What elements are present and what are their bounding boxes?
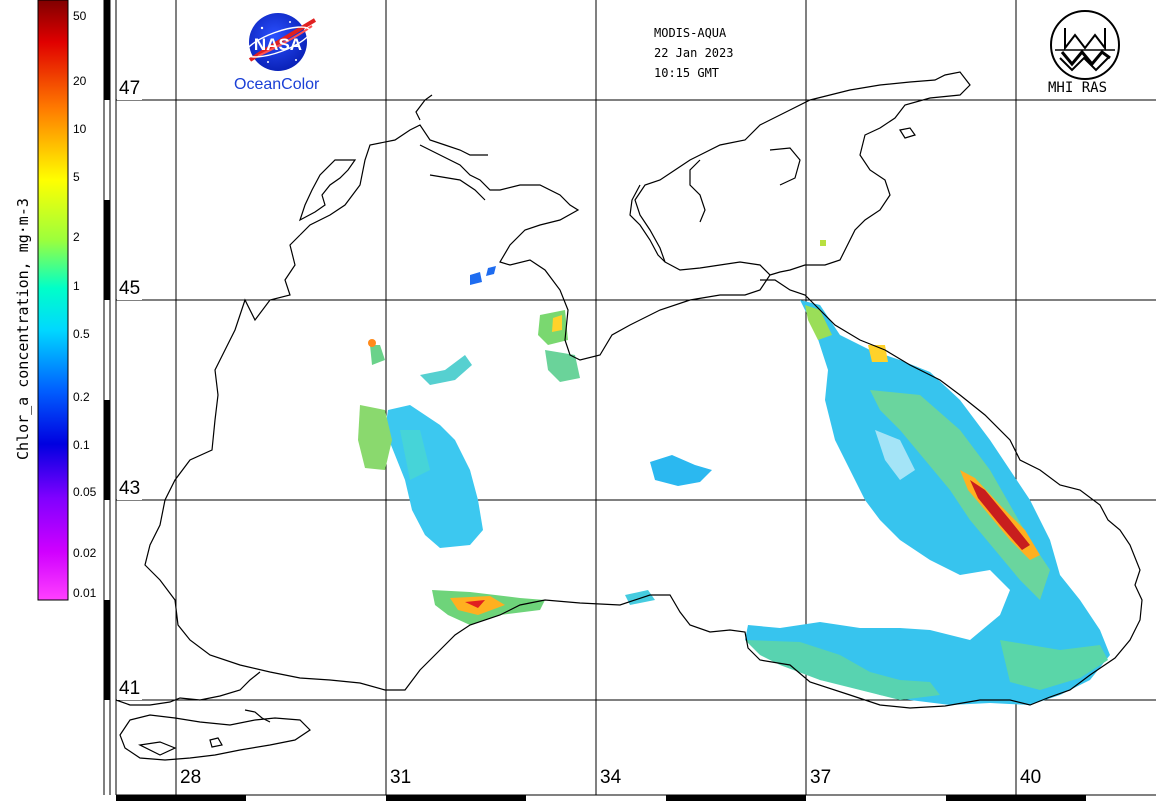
nasa-logo-text: NASA <box>254 35 302 54</box>
latitude-label: 45 <box>117 278 143 300</box>
colorbar-tick: 0.01 <box>72 586 98 600</box>
colorbar-tick: 0.2 <box>72 390 91 404</box>
colorbar-tick: 50 <box>72 9 88 23</box>
axis-frame <box>103 0 1156 801</box>
sensor-label: MODIS-AQUA <box>654 26 727 40</box>
colorbar-tick: 5 <box>72 170 81 184</box>
latitude-label: 41 <box>117 678 143 700</box>
longitude-label: 40 <box>1018 767 1044 789</box>
longitude-label: 31 <box>388 767 414 789</box>
colorbar-title: Chlor_a concentration, mg·m-3 <box>14 198 32 460</box>
colorbar-tick: 0.05 <box>72 485 98 499</box>
oceancolor-text: OceanColor <box>234 76 320 93</box>
colorbar-tick: 2 <box>72 230 81 244</box>
colorbar-tick: 1 <box>72 279 81 293</box>
chlorophyll-data <box>358 240 1110 705</box>
time-label: 10:15 GMT <box>654 66 720 80</box>
mhi-ras-text: MHI RAS <box>1048 80 1108 96</box>
colorbar-tick: 10 <box>72 122 88 136</box>
latitude-label: 47 <box>117 78 143 100</box>
latitude-label: 43 <box>117 478 143 500</box>
colorbar-tick: 0.1 <box>72 438 91 452</box>
colorbar-tick: 0.5 <box>72 327 91 341</box>
nasa-logo <box>245 13 317 71</box>
coastline <box>115 71 1143 761</box>
longitude-label: 28 <box>178 767 204 789</box>
colorbar-tick: 0.02 <box>72 546 98 560</box>
longitude-label: 37 <box>808 767 834 789</box>
mhi-ras-logo <box>1050 10 1120 80</box>
date-label: 22 Jan 2023 <box>654 46 734 60</box>
colorbar <box>37 0 69 601</box>
colorbar-tick: 20 <box>72 74 88 88</box>
longitude-label: 34 <box>598 767 624 789</box>
